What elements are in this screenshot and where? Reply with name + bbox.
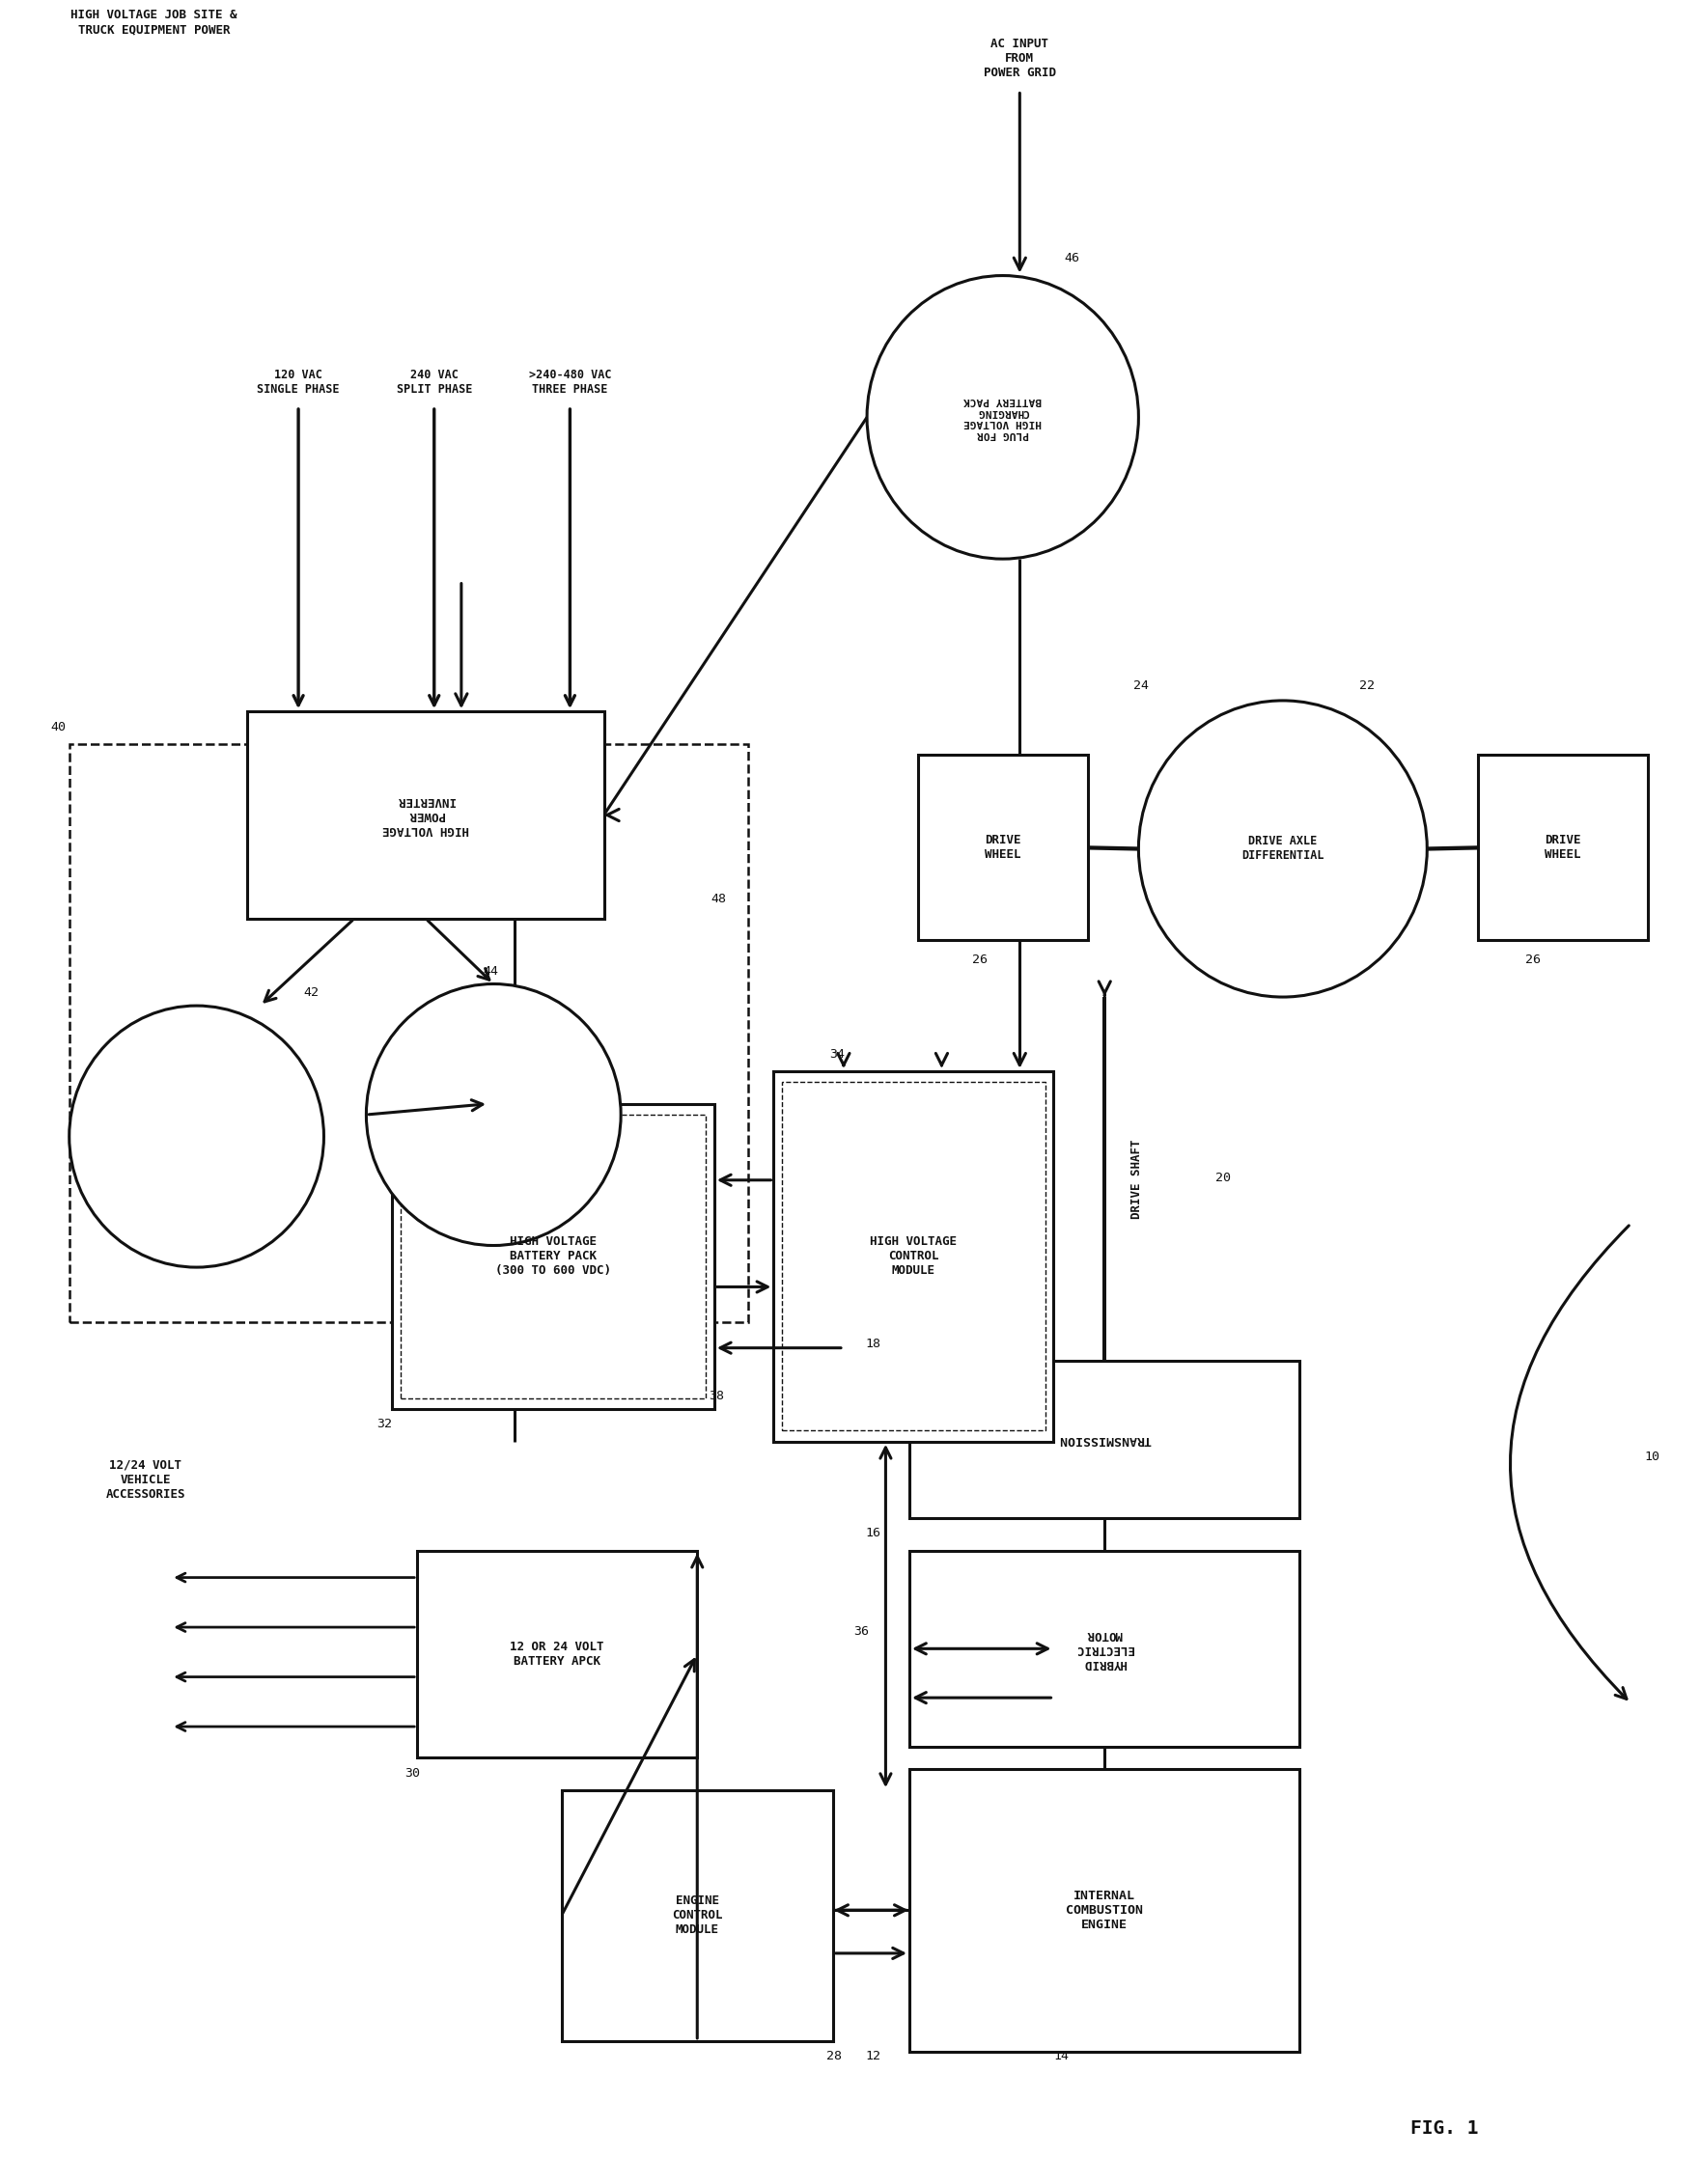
Text: 20: 20 (1216, 1173, 1231, 1184)
Bar (391, 1103, 714, 1409)
Bar (399, 1114, 705, 1398)
Text: 38: 38 (709, 1389, 724, 1402)
Text: 22: 22 (1360, 679, 1375, 692)
Bar (416, 1551, 697, 1758)
Bar (561, 1791, 833, 2042)
Text: INTERNAL
COMBUSTION
ENGINE: INTERNAL COMBUSTION ENGINE (1066, 1889, 1142, 1931)
Text: 10: 10 (1644, 1450, 1659, 1463)
Ellipse shape (70, 1005, 323, 1267)
Text: 30: 30 (405, 1767, 420, 1780)
Text: 28: 28 (826, 2051, 842, 2062)
Text: HIGH VOLTAGE
CONTROL
MODULE: HIGH VOLTAGE CONTROL MODULE (870, 1236, 957, 1278)
Bar (782, 1081, 1045, 1431)
Text: HIGH VOLTAGE
POWER
INVERTER: HIGH VOLTAGE POWER INVERTER (382, 795, 469, 836)
Text: 32: 32 (376, 1417, 391, 1431)
Bar (70, 745, 748, 1321)
Text: DRIVE
WHEEL: DRIVE WHEEL (1545, 834, 1581, 860)
Text: 120 VAC
SINGLE PHASE: 120 VAC SINGLE PHASE (257, 369, 340, 395)
Text: HIGH VOLTAGE JOB SITE &
TRUCK EQUIPMENT POWER: HIGH VOLTAGE JOB SITE & TRUCK EQUIPMENT … (71, 9, 238, 35)
Text: 26: 26 (972, 954, 988, 968)
Text: 12 OR 24 VOLT
BATTERY APCK: 12 OR 24 VOLT BATTERY APCK (510, 1640, 604, 1669)
Ellipse shape (867, 275, 1139, 559)
Text: >240-480 VAC
THREE PHASE: >240-480 VAC THREE PHASE (529, 369, 612, 395)
Text: DRIVE SHAFT: DRIVE SHAFT (1130, 1140, 1142, 1219)
Text: 40: 40 (51, 721, 66, 734)
Text: HIGH VOLTAGE
BATTERY PACK
(300 TO 600 VDC): HIGH VOLTAGE BATTERY PACK (300 TO 600 VD… (495, 1236, 610, 1278)
Bar (910, 1551, 1300, 1747)
Bar (1477, 756, 1647, 941)
Text: 48: 48 (711, 893, 726, 906)
Bar (910, 1769, 1300, 2053)
Text: HYBRID
ELECTRIC
MOTOR: HYBRID ELECTRIC MOTOR (1076, 1627, 1134, 1669)
Text: AC INPUT
FROM
POWER GRID: AC INPUT FROM POWER GRID (984, 37, 1056, 79)
Text: 34: 34 (830, 1048, 845, 1059)
Text: 12/24 VOLT
VEHICLE
ACCESSORIES: 12/24 VOLT VEHICLE ACCESSORIES (105, 1459, 185, 1500)
Text: 44: 44 (483, 965, 498, 978)
Text: FIG. 1: FIG. 1 (1409, 2118, 1477, 2138)
Text: 36: 36 (853, 1625, 869, 1638)
Text: ENGINE
CONTROL
MODULE: ENGINE CONTROL MODULE (672, 1896, 722, 1937)
Text: 14: 14 (1054, 2051, 1069, 2062)
Text: 12: 12 (865, 2051, 881, 2062)
Bar (248, 712, 604, 919)
Ellipse shape (366, 985, 620, 1245)
Text: 24: 24 (1134, 679, 1149, 692)
Text: DRIVE
WHEEL: DRIVE WHEEL (984, 834, 1022, 860)
Text: PLUG FOR
HIGH VOLTAGE
CHARGING
BATTERY PACK: PLUG FOR HIGH VOLTAGE CHARGING BATTERY P… (964, 395, 1042, 439)
Bar (910, 1361, 1300, 1518)
Text: 16: 16 (865, 1527, 881, 1540)
Text: 240 VAC
SPLIT PHASE: 240 VAC SPLIT PHASE (396, 369, 473, 395)
Text: 18: 18 (865, 1337, 881, 1350)
Text: 46: 46 (1064, 251, 1079, 264)
Text: 26: 26 (1525, 954, 1540, 968)
Text: 42: 42 (304, 987, 320, 998)
Text: DRIVE AXLE
DIFFERENTIAL: DRIVE AXLE DIFFERENTIAL (1241, 834, 1324, 863)
Ellipse shape (1139, 701, 1426, 998)
Text: TRANSMISSION: TRANSMISSION (1059, 1433, 1151, 1446)
Bar (774, 1070, 1054, 1441)
Bar (918, 756, 1088, 941)
